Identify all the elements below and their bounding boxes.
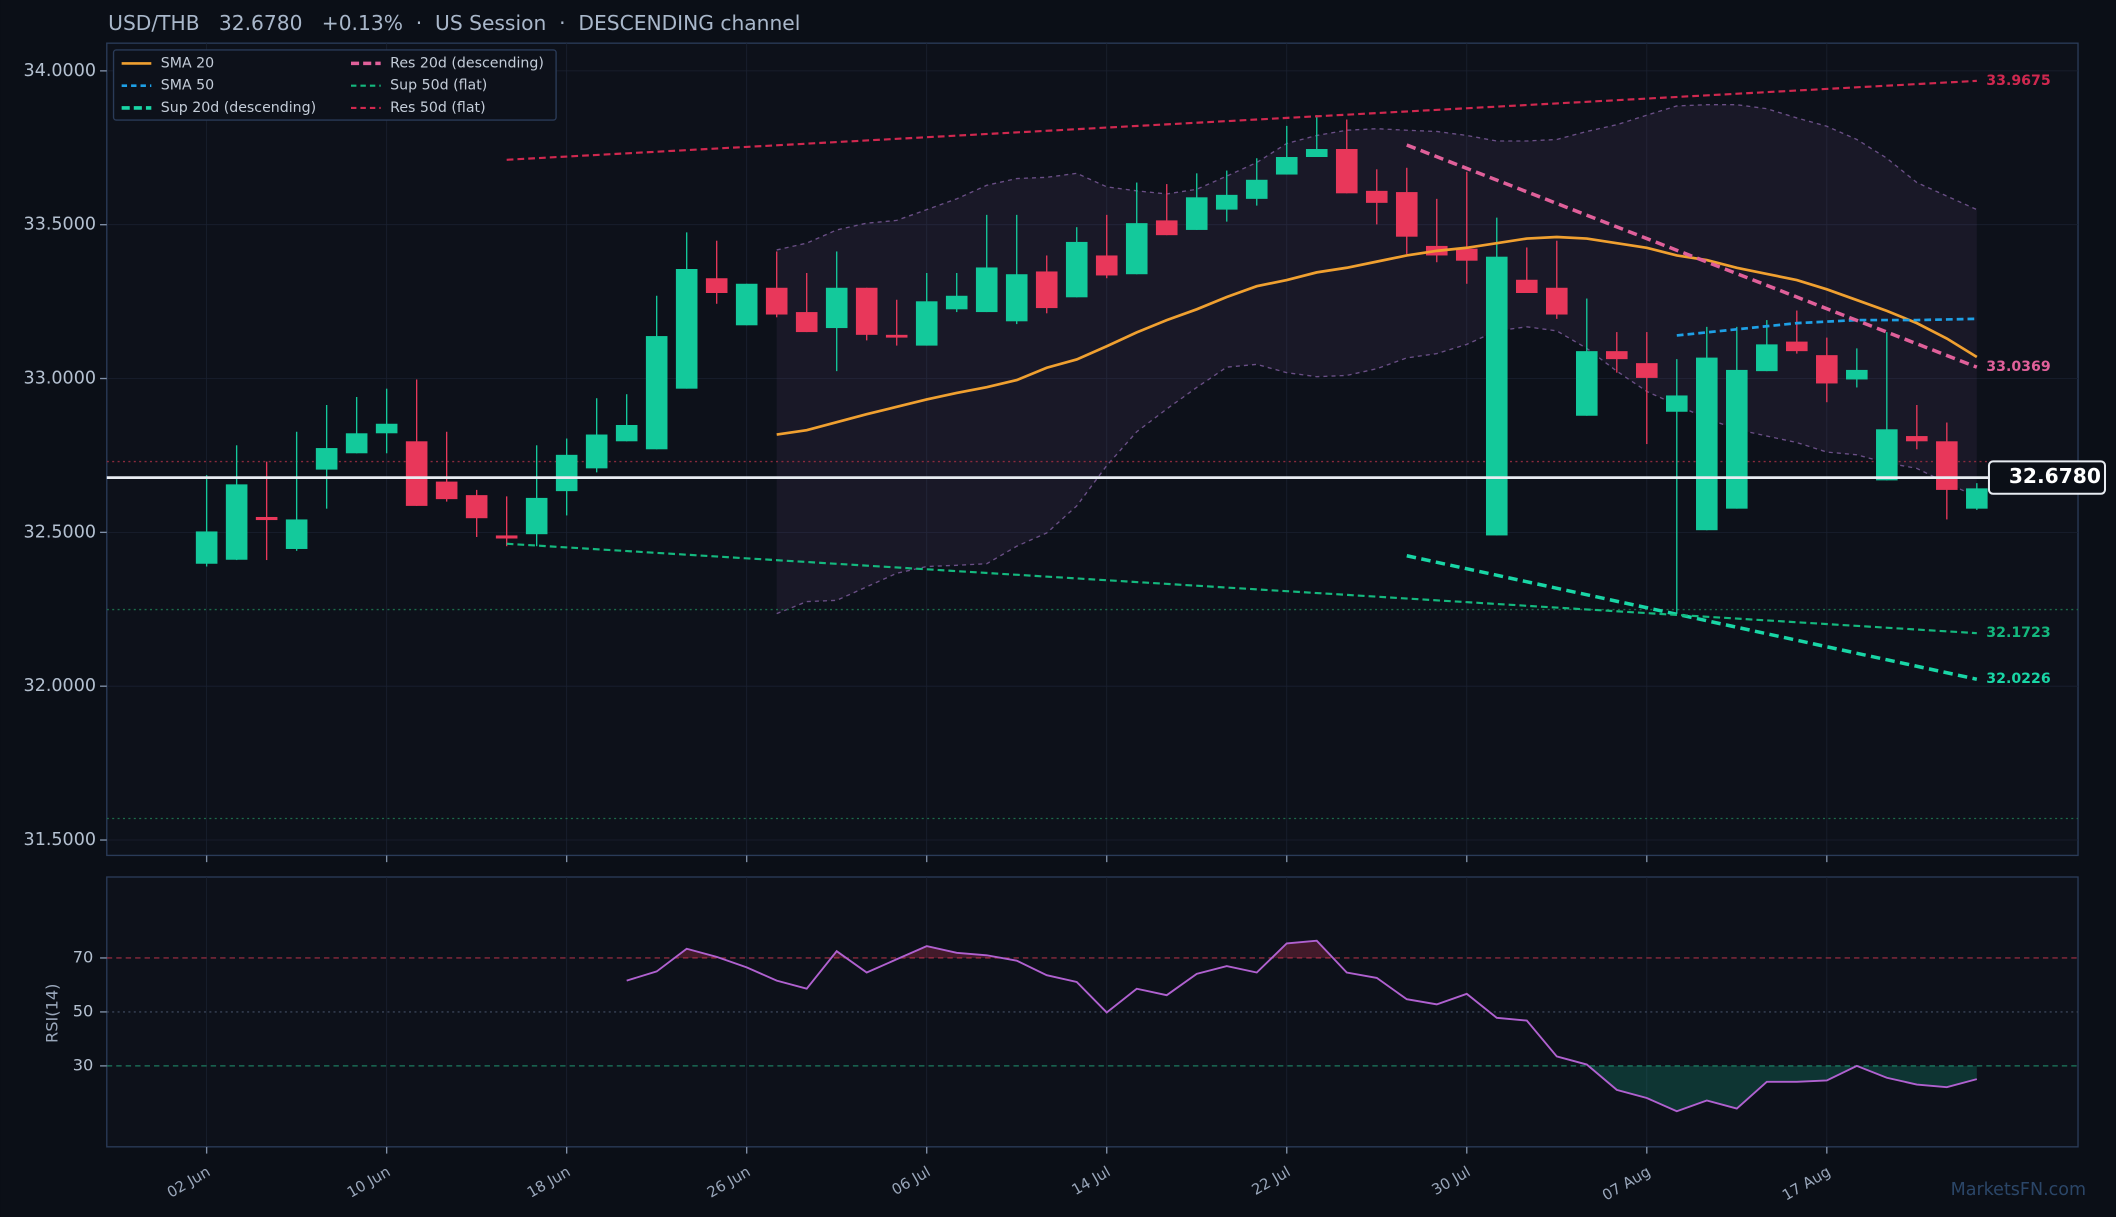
candle-body [855, 287, 878, 335]
candle-body [1876, 429, 1898, 481]
y-tick-label: 34.0000 [24, 61, 96, 81]
series-line [1406, 554, 1978, 681]
candle-body [345, 433, 368, 454]
series-line [506, 79, 1977, 161]
candle-body [975, 267, 998, 313]
main-panel [106, 42, 2079, 857]
candle-body [1035, 271, 1058, 309]
candle-body [315, 448, 338, 470]
candle-body [1065, 241, 1088, 298]
candle-body [1846, 369, 1868, 380]
y-axis-label: RSI(14) [42, 984, 61, 1044]
legend-box [112, 49, 557, 121]
candle-body [1726, 369, 1748, 509]
candle-body [1125, 223, 1148, 275]
candle-body [1155, 220, 1178, 236]
series-line [506, 542, 1977, 635]
candle-body [1005, 274, 1028, 322]
end-label: 33.0369 [1986, 359, 2050, 375]
candle-body [765, 287, 788, 315]
candle-body [795, 312, 818, 333]
candle-body [525, 497, 548, 535]
band-lower [776, 326, 1978, 615]
chart-title: USD/THB 32.6780 +0.13% · US Session · DE… [108, 11, 800, 35]
legend-label: Res 50d (flat) [390, 100, 485, 116]
y-tick-label: 32.5000 [24, 522, 96, 542]
candle-body [195, 531, 218, 564]
candle-body [1605, 351, 1628, 360]
candle-body [1365, 190, 1388, 203]
candle-body [1966, 488, 1988, 509]
end-label: 33.9675 [1986, 73, 2050, 89]
candle-body [645, 336, 668, 450]
series-line [776, 235, 1978, 436]
candle-body [1395, 192, 1418, 237]
candle-body [1665, 395, 1688, 412]
candle-body [375, 423, 398, 434]
end-label: 32.0226 [1986, 671, 2051, 687]
candle-body [1305, 149, 1328, 158]
candle-body [1545, 287, 1568, 315]
y-tick-label: 50 [73, 1001, 94, 1020]
candle-body [1185, 197, 1208, 230]
series-line [1406, 143, 1978, 369]
candle-body [675, 269, 698, 389]
y-tick-label: 33.0000 [24, 369, 96, 389]
end-label: 32.1723 [1986, 625, 2050, 641]
candle-body [285, 519, 308, 549]
candle-body [915, 301, 938, 346]
candle-body [465, 495, 488, 519]
legend-label: SMA 20 [161, 55, 214, 71]
candle-body [615, 424, 638, 442]
series-line [1676, 317, 1977, 337]
y-tick-label: 70 [73, 947, 94, 966]
candle-body [1515, 279, 1538, 293]
candle-body [1215, 194, 1238, 210]
legend-label: SMA 50 [161, 78, 214, 94]
legend-label: Res 20d (descending) [390, 55, 544, 71]
candle-body [1485, 256, 1508, 536]
rsi-line [626, 939, 1978, 1113]
candle-body [435, 481, 458, 500]
candle-body [1936, 441, 1958, 490]
candle-body [1455, 248, 1478, 261]
candle-body [1245, 179, 1268, 199]
candle-body [945, 295, 968, 310]
y-tick-label: 31.5000 [24, 830, 96, 850]
y-tick-label: 30 [73, 1055, 94, 1074]
oversold-fill [626, 1065, 1977, 1112]
candle-body [705, 278, 728, 293]
candle-body [405, 441, 428, 506]
candle-body [1635, 363, 1658, 378]
last-price-label: 32.6780 [2009, 464, 2101, 488]
candle-body [255, 516, 278, 521]
y-tick-label: 33.5000 [24, 215, 96, 235]
legend-label: Sup 20d (descending) [161, 100, 316, 116]
candle-body [225, 484, 248, 560]
candle-body [1756, 344, 1778, 372]
candle-body [1335, 149, 1358, 194]
candle-body [1095, 255, 1118, 276]
watermark: MarketsFN.com [1951, 1180, 2086, 1200]
candle-body [735, 283, 758, 326]
candle-body [555, 454, 578, 492]
candle-body [885, 334, 908, 338]
candle-body [1816, 355, 1838, 384]
candle-body [1786, 341, 1808, 352]
candle-body [825, 287, 848, 329]
plot-area [106, 79, 2079, 820]
candle-body [495, 535, 518, 539]
candle-body [585, 434, 608, 469]
candle-body [1575, 351, 1598, 416]
legend-label: Sup 50d (flat) [390, 78, 487, 94]
candle-body [1275, 157, 1298, 175]
y-tick-label: 32.0000 [24, 676, 96, 696]
candle-body [1906, 436, 1928, 442]
candle-body [1696, 357, 1718, 531]
last-price-box [1987, 460, 2107, 495]
rsi-panel [106, 876, 2079, 1148]
